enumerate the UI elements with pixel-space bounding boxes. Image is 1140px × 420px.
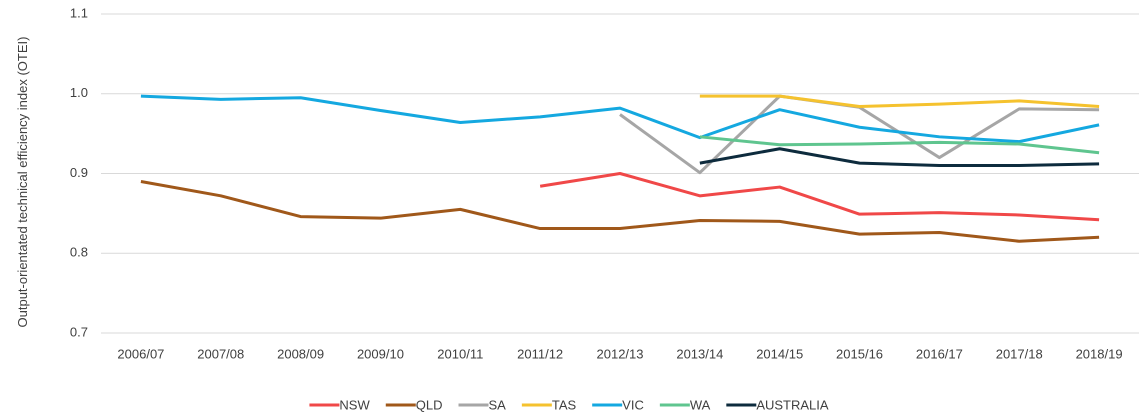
y-axis-label: Output-orientated technical efficiency i…	[15, 36, 30, 328]
x-tick-label: 2006/07	[117, 346, 164, 361]
x-tick-label: 2009/10	[357, 346, 404, 361]
legend-label: WA	[690, 397, 711, 412]
series-line	[140, 94, 1100, 144]
legend-label: TAS	[552, 397, 577, 412]
x-tick-label: 2015/16	[836, 346, 883, 361]
legend-label: VIC	[622, 397, 644, 412]
x-tick-label: 2018/19	[1076, 346, 1123, 361]
y-tick-label: 1.0	[70, 85, 88, 100]
series-line	[699, 135, 1100, 155]
x-tick-label: 2010/11	[437, 346, 483, 361]
legend-label: SA	[489, 397, 507, 412]
x-tick-label: 2007/08	[197, 346, 244, 361]
series-line	[539, 172, 1100, 222]
y-tick-label: 0.7	[70, 324, 88, 339]
x-tick-label: 2014/15	[756, 346, 803, 361]
x-tick-label: 2011/12	[517, 346, 563, 361]
x-tick-label: 2013/14	[676, 346, 723, 361]
x-tick-label: 2016/17	[916, 346, 963, 361]
x-tick-label: 2012/13	[597, 346, 644, 361]
x-tick-label: 2017/18	[996, 346, 1043, 361]
y-tick-label: 0.8	[70, 245, 88, 260]
y-tick-label: 1.1	[70, 5, 88, 20]
y-tick-label: 0.9	[70, 165, 88, 180]
series-line	[699, 94, 1100, 109]
legend-label: AUSTRALIA	[756, 397, 829, 412]
legend-label: NSW	[339, 397, 370, 412]
legend-label: QLD	[416, 397, 443, 412]
series-line	[140, 179, 1100, 243]
series-line	[699, 147, 1100, 168]
x-tick-label: 2008/09	[277, 346, 324, 361]
